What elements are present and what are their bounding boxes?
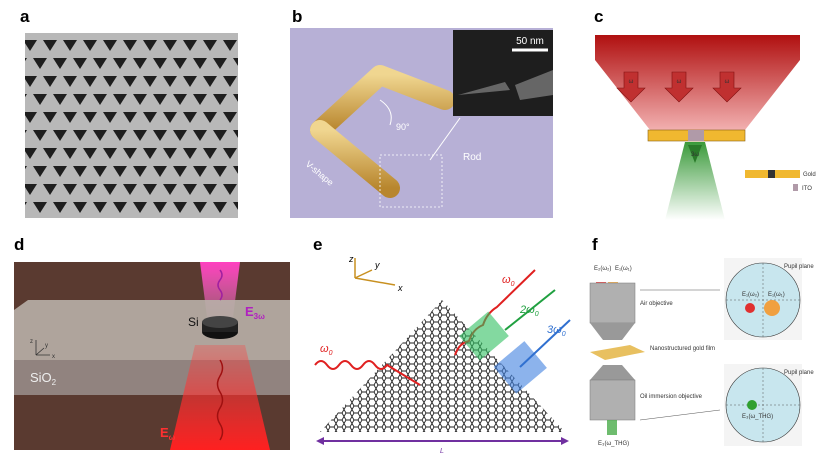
panel-c: ω ω ω 3ω Gold ITO: [595, 35, 816, 220]
input-label: E₂(ω₂): [594, 266, 611, 272]
input-label: E₁(ω₁): [615, 266, 632, 272]
axis-label: x: [397, 283, 403, 293]
legend-label: ITO: [802, 186, 812, 192]
axis-label: y: [45, 343, 48, 349]
panel-d: Si SiO2 E3ω Eω z y x: [14, 262, 290, 450]
harmonic-label: 3ω: [691, 152, 699, 158]
spot-label: E₁(ω₂): [742, 292, 759, 298]
axis-label: z: [348, 254, 354, 264]
angle-label: 90°: [396, 122, 410, 132]
beam-label: ω: [629, 79, 634, 85]
objective-label: Air objective: [640, 301, 673, 307]
panel-label: d: [14, 235, 24, 254]
panel-label: e: [313, 235, 322, 254]
axis-label: y: [374, 260, 380, 270]
panel-f: E₂(ω₂) E₁(ω₁) Air objective Nanostructur…: [589, 258, 814, 447]
third-field-label: E3ω: [245, 304, 265, 321]
wave-label: ω0: [320, 343, 333, 357]
spot-label: E₃(ω_THG): [742, 414, 773, 420]
panel-label: b: [292, 7, 302, 26]
sem-image: [25, 33, 238, 218]
panel-label: c: [594, 7, 603, 26]
graphene-flake: [320, 300, 565, 432]
rod-label: Rod: [463, 152, 481, 163]
pupil-label: Pupil plane: [784, 370, 814, 376]
si-label: Si: [188, 315, 199, 329]
panel-label: a: [20, 7, 30, 26]
substrate-label: SiO2: [30, 370, 57, 387]
length-label: L: [440, 448, 444, 455]
objective-label: Oil immersion objective: [640, 394, 703, 400]
wave-label: 2ω0: [519, 304, 539, 318]
panel-e: z y x ω0 ω0 2ω0 3ω0 L: [314, 254, 571, 455]
panel-label: f: [592, 235, 598, 254]
beam-label: ω: [677, 79, 682, 85]
fundamental-label: Eω: [160, 425, 176, 442]
axis-label: z: [30, 339, 33, 345]
spot-label: E₁(ω₁): [768, 292, 785, 298]
film-label: Nanostructured gold film: [650, 346, 715, 352]
scale-bar-label: 50 nm: [516, 36, 544, 47]
legend-label: Gold: [803, 172, 816, 178]
panel-b: 50 nm 90° Rod V-shape: [290, 28, 553, 218]
axis-label: x: [52, 354, 55, 360]
output-label: E₃(ω_THG): [598, 441, 629, 447]
beam-label: ω: [725, 79, 730, 85]
wave-label: ω0: [502, 274, 515, 288]
wave-label: 3ω0: [547, 324, 566, 338]
pupil-label: Pupil plane: [784, 264, 814, 270]
